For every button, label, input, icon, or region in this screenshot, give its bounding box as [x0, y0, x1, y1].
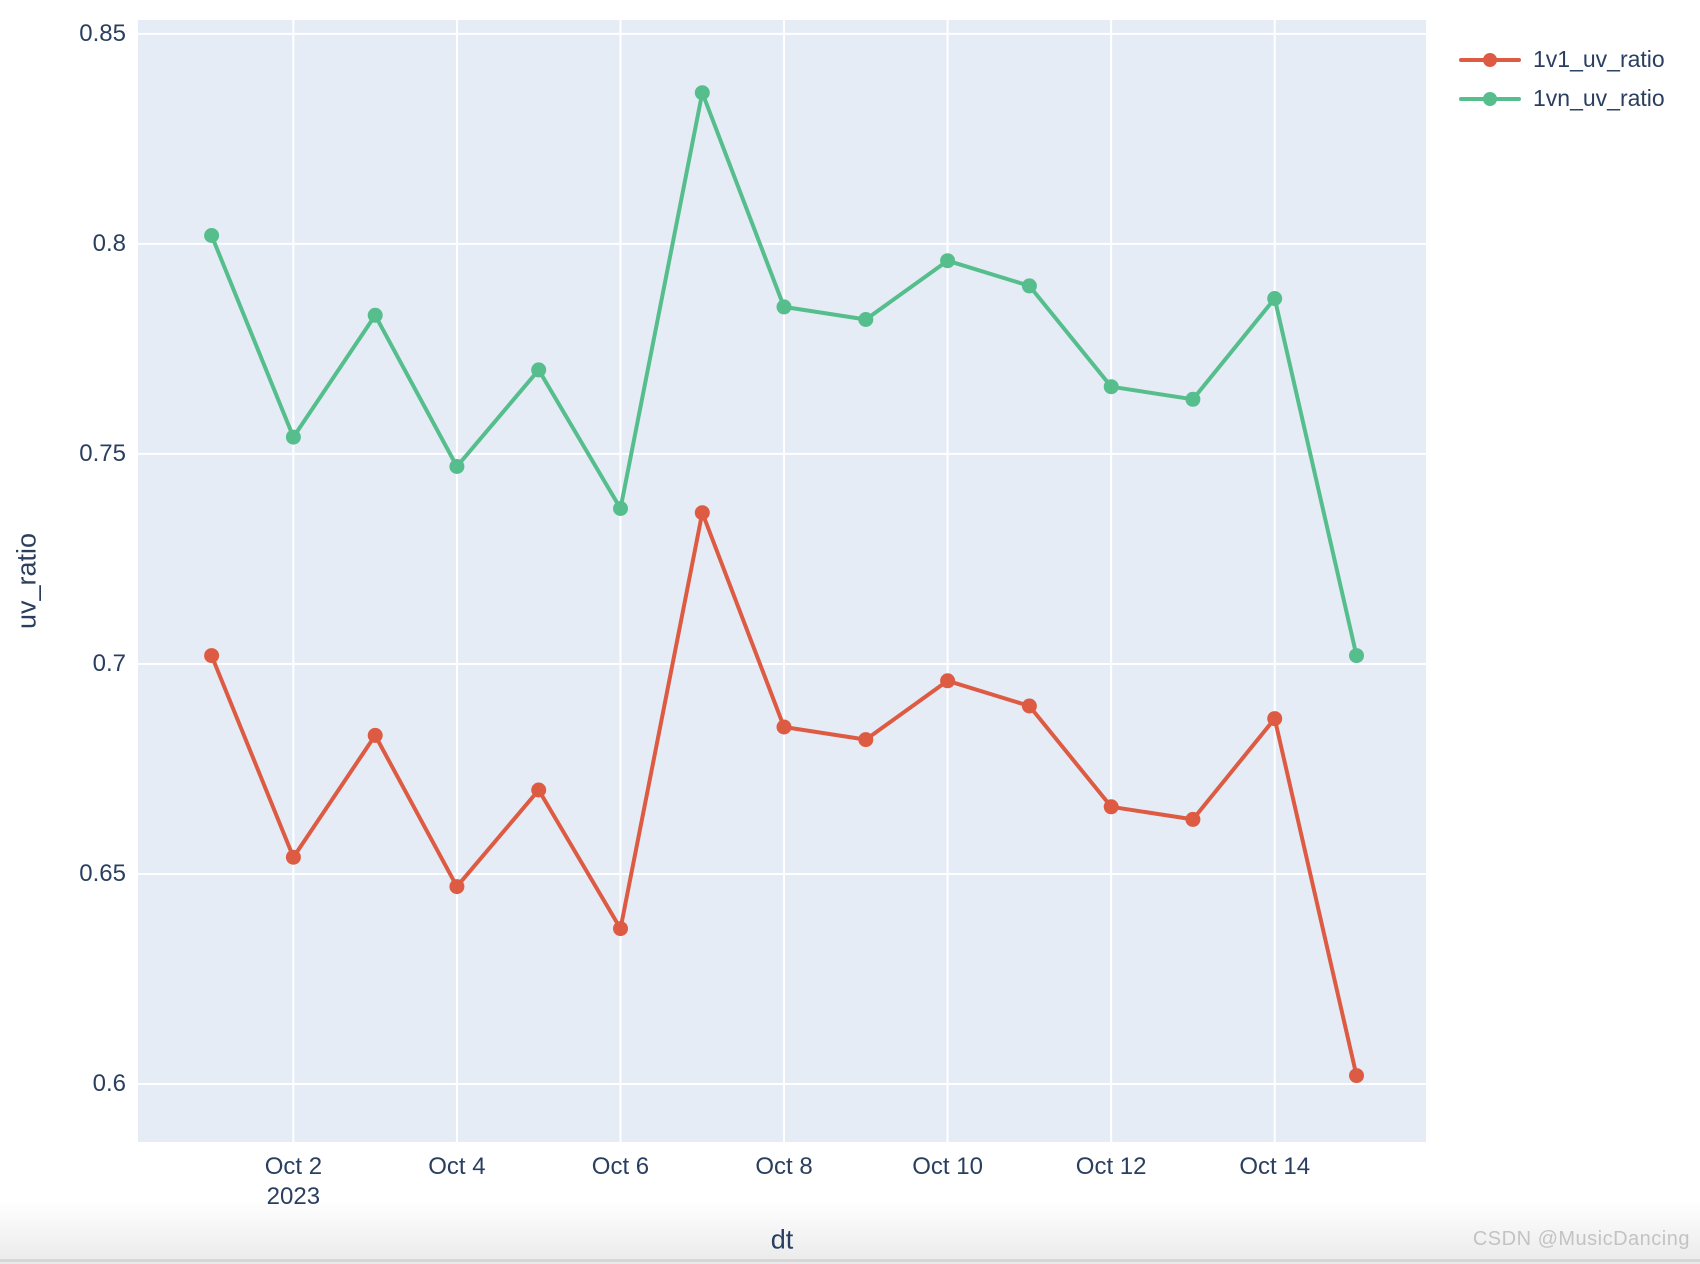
- x-tick-label: Oct 14: [1239, 1153, 1311, 1180]
- data-point-1v1_uv_ratio-Oct-2-2023[interactable]: [285, 849, 301, 865]
- data-point-1vn_uv_ratio-Oct-14-2023[interactable]: [1267, 291, 1283, 306]
- data-point-1v1_uv_ratio-Oct-7-2023[interactable]: [694, 505, 710, 521]
- legend-label-1vn: 1vn_uv_ratio: [1533, 85, 1665, 111]
- x-tick-label: Oct 8: [755, 1153, 813, 1180]
- y-tick-label: 0.8: [92, 229, 126, 257]
- data-point-1vn_uv_ratio-Oct-5-2023[interactable]: [531, 362, 547, 378]
- data-point-1v1_uv_ratio-Oct-11-2023[interactable]: [1021, 698, 1037, 714]
- legend-item-1vn-uv-ratio[interactable]: 1vn_uv_ratio: [1459, 79, 1665, 118]
- x-tick-label: Oct 6: [591, 1153, 650, 1180]
- data-point-1vn_uv_ratio-Oct-12-2023[interactable]: [1103, 379, 1119, 395]
- plot-area: [138, 20, 1426, 1142]
- legend-sample-dot-1vn: [1483, 91, 1497, 106]
- data-point-1vn_uv_ratio-Oct-9-2023[interactable]: [858, 312, 874, 327]
- data-point-1vn_uv_ratio-Oct-6-2023[interactable]: [613, 501, 628, 516]
- legend-line-dot-sample-1vn: [1459, 91, 1521, 107]
- plot-svg: [138, 20, 1426, 1142]
- data-point-1v1_uv_ratio-Oct-13-2023[interactable]: [1185, 811, 1201, 827]
- data-point-1vn_uv_ratio-Oct-10-2023[interactable]: [940, 253, 956, 269]
- data-point-1vn_uv_ratio-Oct-2-2023[interactable]: [285, 429, 301, 445]
- bottom-page-fade: [0, 1200, 1700, 1264]
- y-tick-label: 0.6: [92, 1070, 126, 1098]
- legend-sample-dot-1v1: [1483, 52, 1497, 67]
- data-point-1vn_uv_ratio-Oct-7-2023[interactable]: [694, 85, 710, 101]
- data-point-1v1_uv_ratio-Oct-4-2023[interactable]: [449, 879, 465, 895]
- data-point-1v1_uv_ratio-Oct-6-2023[interactable]: [613, 921, 628, 937]
- data-point-1vn_uv_ratio-Oct-8-2023[interactable]: [776, 299, 792, 315]
- data-point-1v1_uv_ratio-Oct-8-2023[interactable]: [776, 719, 792, 735]
- legend-line-dot-sample-1v1: [1459, 52, 1521, 68]
- data-point-1v1_uv_ratio-Oct-15-2023[interactable]: [1349, 1068, 1364, 1084]
- data-point-1vn_uv_ratio-Oct-11-2023[interactable]: [1021, 278, 1037, 294]
- data-point-1v1_uv_ratio-Oct-14-2023[interactable]: [1267, 711, 1283, 727]
- y-tick-label: 0.85: [79, 19, 126, 47]
- x-tick-label: Oct 12: [1075, 1153, 1147, 1180]
- data-point-1vn_uv_ratio-Oct-13-2023[interactable]: [1185, 391, 1201, 407]
- data-point-1v1_uv_ratio-Oct-1-2023[interactable]: [204, 648, 220, 664]
- legend-label-1v1: 1v1_uv_ratio: [1533, 46, 1665, 72]
- data-point-1v1_uv_ratio-Oct-3-2023[interactable]: [367, 727, 383, 743]
- x-tick-label: Oct 10: [912, 1153, 983, 1180]
- x-tick-label: Oct 4: [428, 1153, 486, 1180]
- legend: 1v1_uv_ratio 1vn_uv_ratio: [1459, 40, 1665, 118]
- watermark: CSDN @MusicDancing: [1472, 1228, 1690, 1250]
- data-point-1vn_uv_ratio-Oct-3-2023[interactable]: [367, 307, 383, 323]
- data-point-1v1_uv_ratio-Oct-9-2023[interactable]: [858, 732, 874, 748]
- data-point-1v1_uv_ratio-Oct-10-2023[interactable]: [940, 673, 956, 689]
- legend-item-1v1-uv-ratio[interactable]: 1v1_uv_ratio: [1459, 40, 1665, 79]
- data-point-1vn_uv_ratio-Oct-4-2023[interactable]: [449, 459, 465, 474]
- data-point-1v1_uv_ratio-Oct-12-2023[interactable]: [1103, 799, 1119, 815]
- data-point-1v1_uv_ratio-Oct-5-2023[interactable]: [531, 782, 547, 798]
- data-point-1vn_uv_ratio-Oct-15-2023[interactable]: [1349, 648, 1364, 664]
- data-point-1vn_uv_ratio-Oct-1-2023[interactable]: [204, 228, 220, 243]
- y-tick-label: 0.65: [79, 859, 126, 887]
- y-tick-label: 0.75: [79, 439, 126, 467]
- y-axis-title: uv_ratio: [11, 532, 42, 630]
- x-tick-label: Oct 2 2023: [213, 1152, 373, 1212]
- bottom-page-edge: [0, 1259, 1700, 1262]
- y-tick-label: 0.7: [92, 649, 126, 677]
- x-axis-title: dt: [770, 1224, 794, 1255]
- x-tick-year-label: 2023: [266, 1183, 321, 1210]
